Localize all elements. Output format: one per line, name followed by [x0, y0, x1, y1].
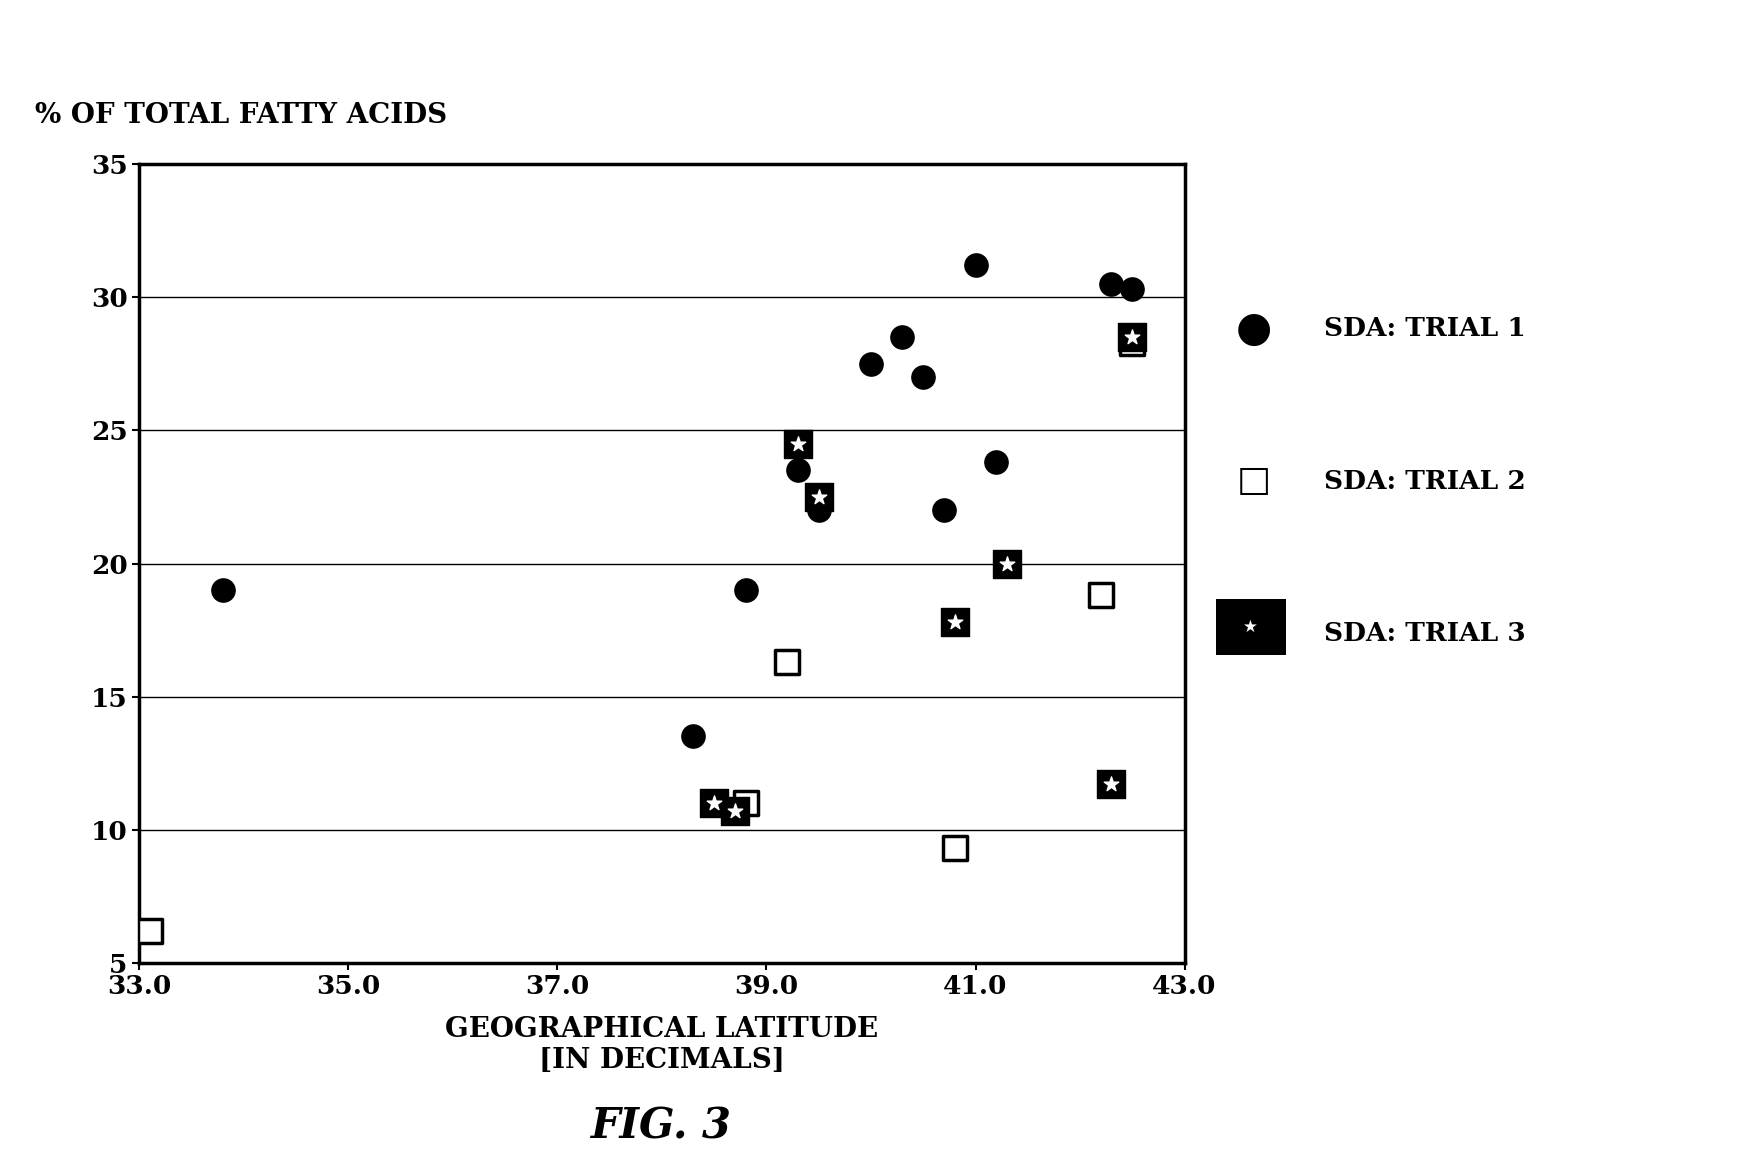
Point — [700, 794, 728, 812]
Point — [784, 434, 812, 453]
Point — [732, 581, 760, 600]
Point — [930, 501, 958, 520]
Text: SDA: TRIAL 2: SDA: TRIAL 2 — [1324, 468, 1526, 494]
Point — [805, 501, 833, 520]
Point — [784, 434, 812, 453]
Text: FIG. 3: FIG. 3 — [592, 1106, 732, 1148]
Point — [679, 727, 707, 745]
Point — [805, 487, 833, 506]
Point — [1118, 281, 1146, 299]
Point — [784, 461, 812, 480]
Point — [909, 367, 937, 386]
Point — [941, 613, 969, 632]
Point — [700, 794, 728, 812]
Point — [982, 453, 1010, 472]
Text: ★: ★ — [1244, 618, 1258, 636]
Text: SDA: TRIAL 1: SDA: TRIAL 1 — [1324, 316, 1526, 342]
Point — [721, 802, 749, 821]
Point — [993, 554, 1021, 573]
Point — [1097, 275, 1125, 294]
Point — [1097, 775, 1125, 794]
Text: SDA: TRIAL 3: SDA: TRIAL 3 — [1324, 621, 1526, 647]
Point — [1118, 333, 1146, 352]
Text: □: □ — [1237, 465, 1272, 498]
Point — [888, 328, 916, 346]
X-axis label: GEOGRAPHICAL LATITUDE
[IN DECIMALS]: GEOGRAPHICAL LATITUDE [IN DECIMALS] — [446, 1017, 878, 1074]
Point — [1087, 586, 1115, 605]
Point — [209, 581, 237, 600]
Point — [773, 653, 801, 672]
Point — [857, 355, 885, 373]
Point — [805, 487, 833, 506]
Point — [1118, 328, 1146, 346]
Point — [941, 839, 969, 858]
Point — [732, 794, 760, 812]
Point — [993, 554, 1021, 573]
Text: % OF TOTAL FATTY ACIDS: % OF TOTAL FATTY ACIDS — [35, 102, 448, 129]
Point — [1097, 775, 1125, 794]
Point — [136, 922, 164, 940]
Point — [941, 613, 969, 632]
Point — [962, 256, 989, 275]
Point — [721, 802, 749, 821]
Text: ●: ● — [1237, 308, 1272, 350]
Point — [1118, 328, 1146, 346]
